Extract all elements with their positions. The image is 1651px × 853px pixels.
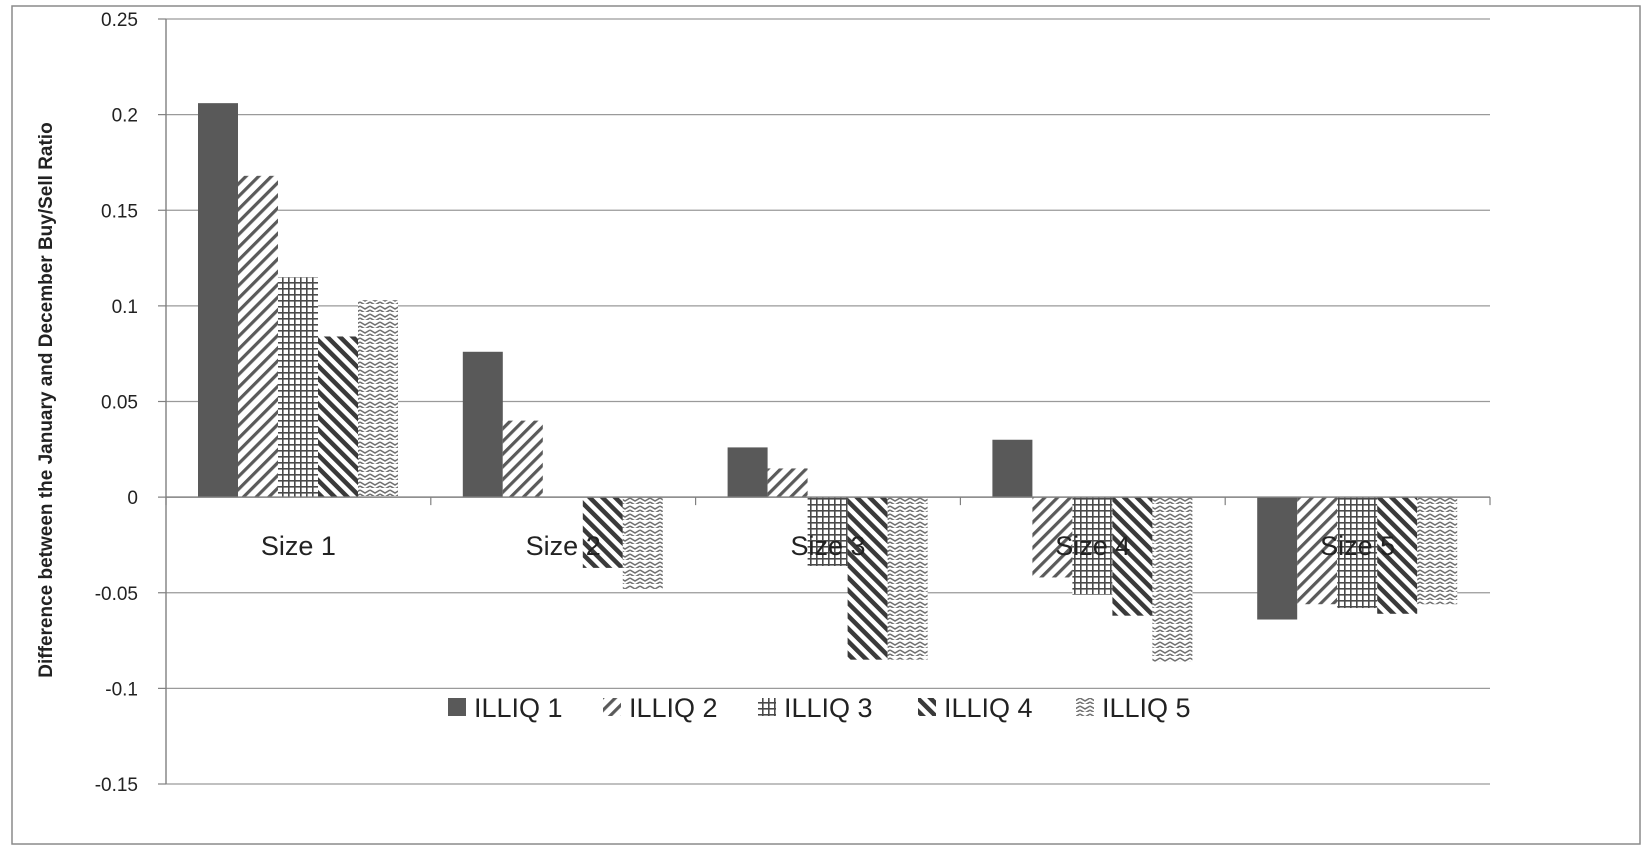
- bar-illiq5-size2: [622, 497, 663, 589]
- legend-swatch: [758, 698, 776, 716]
- category-label: Size 3: [790, 531, 865, 561]
- y-tick-label: -0.05: [95, 584, 138, 605]
- legend-swatch: [603, 698, 621, 716]
- bar-illiq3-size3: [807, 497, 848, 566]
- bar-illiq3-size4: [1072, 497, 1113, 595]
- y-tick-label: 0.2: [112, 106, 138, 127]
- bar-illiq4-size2: [582, 497, 623, 568]
- bar-illiq2-size1: [238, 175, 278, 498]
- y-tick-label: -0.1: [105, 679, 138, 700]
- legend-swatch: [918, 698, 936, 716]
- legend-swatch: [1076, 698, 1094, 716]
- bar-illiq1-size2: [462, 351, 503, 498]
- bar-illiq3-size1: [278, 277, 318, 498]
- legend-label: ILLIQ 5: [1102, 693, 1191, 723]
- y-tick-label: 0.15: [101, 201, 138, 222]
- legend-label: ILLIQ 1: [474, 693, 563, 723]
- bar-illiq2-size5: [1297, 497, 1338, 605]
- labels: Size 1 Size 2 Size 3 Size 4 Size 5: [261, 531, 1395, 561]
- bar-illiq5-size1: [358, 300, 398, 498]
- category-label: Size 1: [261, 531, 336, 561]
- legend: ILLIQ 1 ILLIQ 2 ILLIQ 3 ILLIQ 4 ILLIQ 5: [448, 693, 1191, 723]
- bar-illiq4-size5: [1377, 497, 1418, 614]
- legend-label: ILLIQ 2: [629, 693, 718, 723]
- axes: 0.25 0.2 0.15 0.1 0.05 0 -0.05 -0.1 -0.15: [95, 10, 1491, 796]
- bar-illiq4-size1: [318, 336, 358, 498]
- y-tick-label: 0.05: [101, 393, 138, 414]
- bar-illiq3-size5: [1337, 497, 1378, 609]
- bar-illiq2-size2: [502, 420, 543, 498]
- category-label: Size 5: [1320, 531, 1395, 561]
- bar-illiq5-size5: [1417, 497, 1458, 605]
- bars: [198, 103, 1458, 662]
- y-tick-label: 0: [127, 488, 138, 509]
- bar-illiq1-size5: [1257, 497, 1298, 620]
- category-label: Size 4: [1055, 531, 1130, 561]
- y-tick-label: 0.1: [112, 297, 138, 318]
- y-tick-label: -0.15: [95, 775, 138, 796]
- legend-label: ILLIQ 4: [944, 693, 1033, 723]
- bar-illiq1-size4: [992, 439, 1033, 498]
- bar-illiq2-size4: [1032, 497, 1073, 578]
- bar-illiq4-size4: [1112, 497, 1153, 616]
- y-axis-label: Difference between the January and Decem…: [36, 122, 57, 677]
- bar-illiq4-size3: [847, 497, 888, 660]
- bar-illiq5-size4: [1152, 497, 1193, 662]
- y-tick-label: 0.25: [101, 10, 138, 31]
- bar-illiq1-size3: [727, 447, 768, 498]
- bar-illiq1-size1: [198, 103, 238, 498]
- bar-illiq2-size3: [767, 468, 808, 498]
- legend-label: ILLIQ 3: [784, 693, 873, 723]
- bar-illiq5-size3: [887, 497, 928, 660]
- legend-swatch: [448, 698, 466, 716]
- category-label: Size 2: [526, 531, 601, 561]
